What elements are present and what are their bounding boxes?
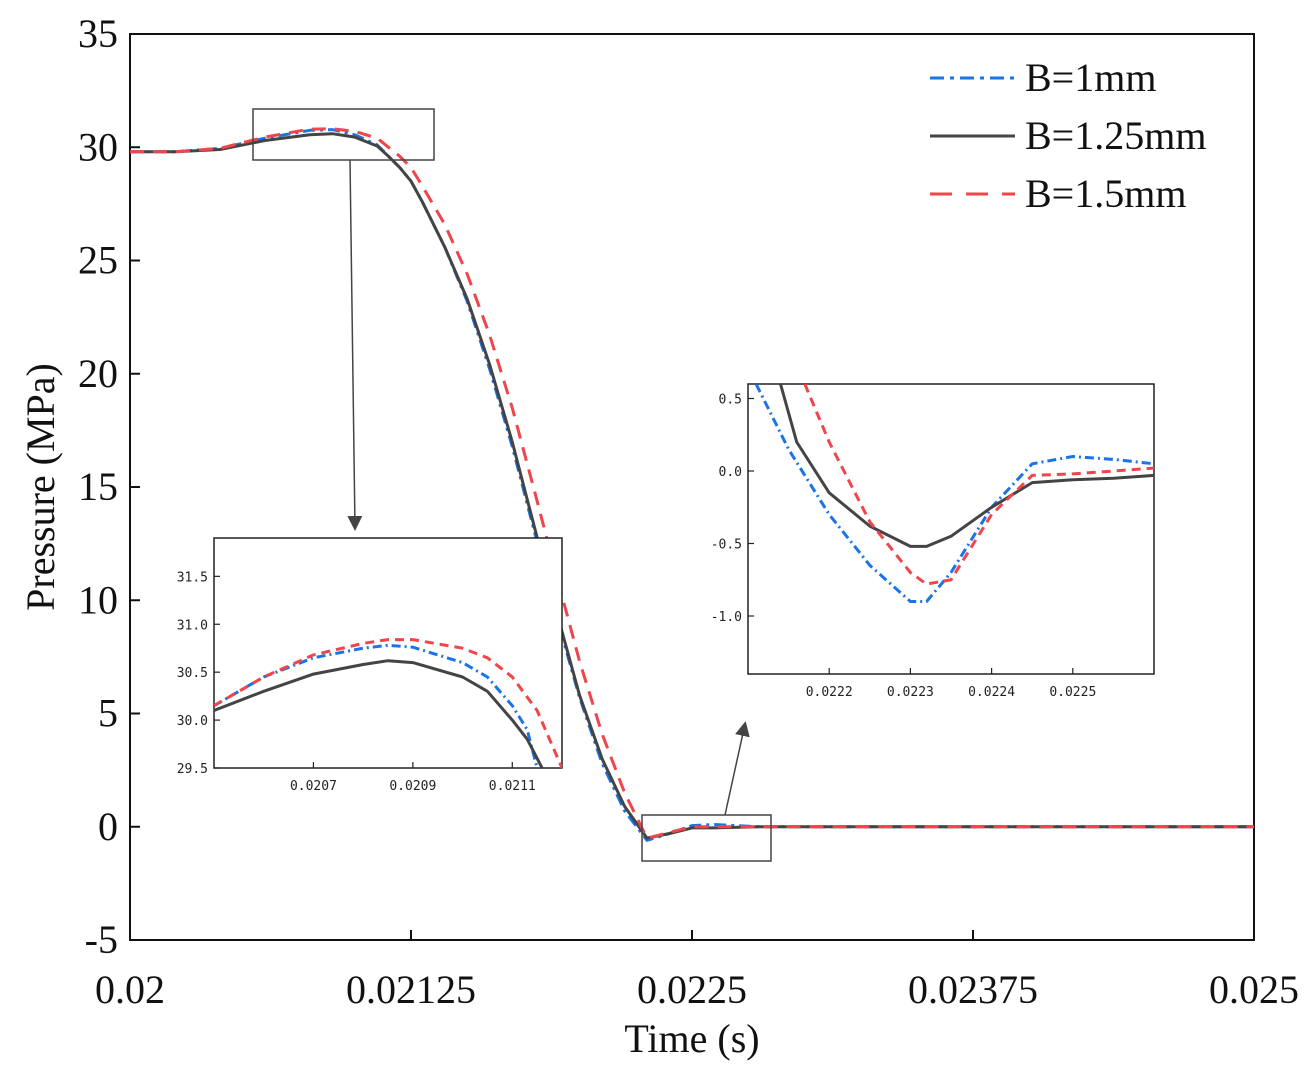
inset-x-tick-label: 0.0225 — [1049, 685, 1096, 700]
inset-x-tick-label: 0.0211 — [489, 779, 536, 794]
inset-series-line-b-1mm — [214, 643, 539, 768]
x-tick-label: 0.025 — [1209, 967, 1299, 1012]
y-tick-label: -5 — [85, 917, 118, 962]
legend-label: B=1.5mm — [1025, 171, 1186, 216]
inset-series-line-b-1-5mm — [803, 384, 1154, 586]
inset-x-tick-label: 0.0209 — [389, 779, 436, 794]
series-line-b-1-25mm — [130, 132, 1254, 840]
y-tick-label: 0 — [98, 804, 118, 849]
inset-x-tick-label: 0.0224 — [968, 685, 1015, 700]
arrow-to-trough-inset — [724, 721, 750, 816]
legend: B=1mm B=1.25mm B=1.5mm — [930, 55, 1206, 216]
x-tick-label: 0.02 — [95, 967, 165, 1012]
inset-x-tick-label: 0.0207 — [290, 779, 337, 794]
legend-label: B=1mm — [1025, 55, 1156, 100]
legend-label: B=1.25mm — [1025, 113, 1206, 158]
inset-y-tick-label: 0.5 — [719, 393, 742, 408]
inset-y-tick-label: 30.0 — [177, 714, 208, 729]
y-tick-label: 30 — [78, 124, 118, 169]
inset-y-tick-label: 31.5 — [177, 570, 208, 585]
x-tick-label: 0.02375 — [908, 967, 1038, 1012]
inset-y-tick-label: 31.0 — [177, 618, 208, 633]
inset-trough-bg — [747, 383, 1155, 675]
x-tick-label: 0.0225 — [637, 967, 747, 1012]
x-axis-title: Time (s) — [624, 1016, 759, 1061]
zoom-box-trough — [641, 814, 772, 862]
inset-y-tick-label: -1.0 — [711, 610, 742, 625]
inset-x-tick-label: 0.0222 — [806, 685, 853, 700]
inset-y-tick-label: -0.5 — [711, 538, 742, 553]
inset-y-tick-label: 30.5 — [177, 666, 208, 681]
series-line-b-1-5mm — [130, 127, 1254, 840]
inset-series-line-b-1-25mm — [779, 384, 1154, 548]
arrow-to-peak-inset — [347, 159, 363, 531]
inset-series-line-b-1-25mm — [214, 659, 544, 768]
inset-series-line-b-1-5mm — [214, 638, 562, 768]
y-tick-label: 35 — [78, 11, 118, 56]
inset-series-line-b-1mm — [754, 384, 1154, 603]
y-tick-label: 5 — [98, 691, 118, 736]
inset-peak-bg — [213, 537, 563, 769]
y-axis-title: Pressure (MPa) — [18, 363, 63, 611]
y-tick-label: 25 — [78, 238, 118, 283]
inset-x-tick-label: 0.0223 — [887, 685, 934, 700]
x-tick-label: 0.02125 — [346, 967, 476, 1012]
inset-y-tick-label: 29.5 — [177, 762, 208, 777]
y-tick-label: 15 — [78, 464, 118, 509]
inset-y-tick-label: 0.0 — [719, 465, 742, 480]
y-tick-label: 10 — [78, 577, 118, 622]
y-tick-label: 20 — [78, 351, 118, 396]
zoom-box-peak — [252, 108, 435, 161]
